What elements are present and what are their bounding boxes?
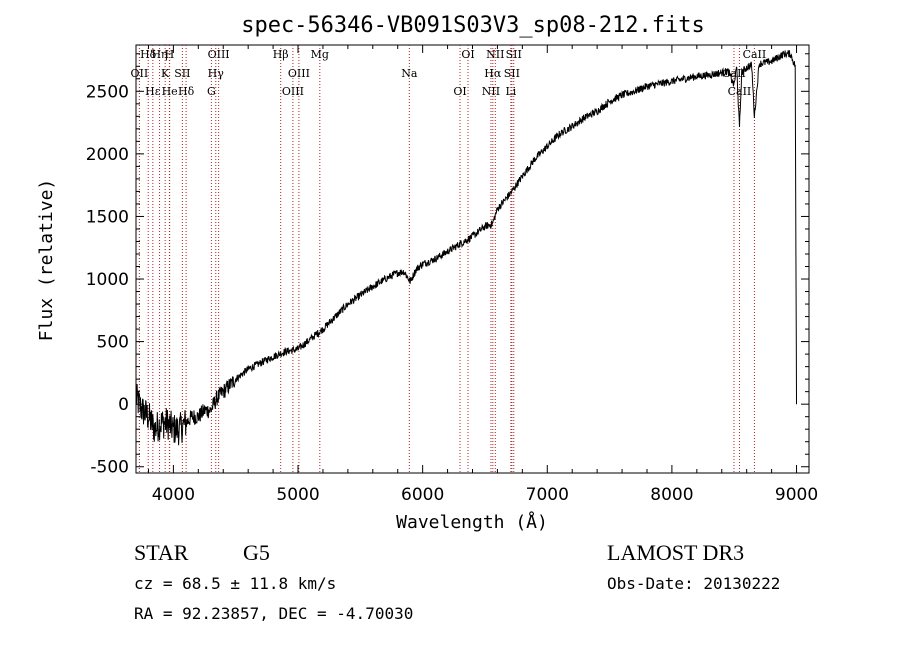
y-tick-label: 500 xyxy=(97,333,129,353)
y-tick-label: 2500 xyxy=(86,82,129,102)
line-label: G xyxy=(207,85,216,98)
line-label: CaII xyxy=(743,48,767,61)
obs-date: Obs-Date: 20130222 xyxy=(607,574,781,593)
y-axis-label: Flux (relative) xyxy=(36,179,57,342)
y-tick-label: 2000 xyxy=(86,145,129,165)
x-tick-label: 9000 xyxy=(775,485,818,505)
line-label: OIII xyxy=(208,48,230,61)
line-label: Hγ xyxy=(208,67,225,80)
line-label: K xyxy=(161,67,170,80)
y-tick-label: -500 xyxy=(90,458,129,478)
line-label: Hδ xyxy=(178,85,195,98)
x-tick-label: 4000 xyxy=(152,485,195,505)
x-tick-label: 5000 xyxy=(276,485,319,505)
line-label: CaII xyxy=(728,85,752,98)
line-label: OI xyxy=(461,48,474,61)
line-label: SII xyxy=(174,67,190,80)
line-label: OIII xyxy=(288,67,310,80)
redshift-info: cz = 68.5 ± 11.8 km/s xyxy=(134,574,337,593)
flux-line xyxy=(135,49,797,446)
line-label: Na xyxy=(401,67,418,80)
object-class: STAR xyxy=(134,540,189,565)
line-label: OI xyxy=(453,85,466,98)
x-axis-ticks: 4000 5000 6000 7000 8000 9000 xyxy=(147,45,818,505)
line-label: Hβ xyxy=(273,48,289,61)
line-label: He xyxy=(162,85,178,98)
line-label: H xyxy=(165,48,175,61)
line-labels: HδOIIHεHηKHeHSIIHδOIIIHγGHβOIIIOIIIMgNaO… xyxy=(131,48,767,98)
coordinates: RA = 92.23857, DEC = -4.70030 xyxy=(134,604,414,623)
line-label: Hε xyxy=(145,85,161,98)
object-subclass: G5 xyxy=(243,540,270,565)
x-tick-label: 8000 xyxy=(650,485,693,505)
x-tick-label: 6000 xyxy=(401,485,444,505)
line-label: NII xyxy=(482,85,500,98)
x-axis-label: Wavelength (Å) xyxy=(396,511,548,533)
chart-title: spec-56346-VB091S03V3_sp08-212.fits xyxy=(241,13,705,38)
line-label: SII xyxy=(506,48,522,61)
line-label: Hη xyxy=(151,48,167,61)
survey-name: LAMOST DR3 xyxy=(607,540,745,565)
line-label: NII xyxy=(486,48,504,61)
line-label: Hδ xyxy=(140,48,157,61)
line-label: Mg xyxy=(311,48,329,61)
line-label: Hα xyxy=(484,67,502,80)
y-tick-label: 1000 xyxy=(86,270,129,290)
plot-frame xyxy=(135,44,810,474)
y-axis-ticks: -500 0 500 1000 1500 2000 2500 xyxy=(86,53,809,478)
x-tick-label: 7000 xyxy=(526,485,569,505)
y-tick-label: 0 xyxy=(118,395,129,415)
line-label: Li xyxy=(505,85,516,98)
y-tick-label: 1500 xyxy=(86,207,129,227)
line-label: OII xyxy=(131,67,149,80)
line-label: SII xyxy=(504,67,520,80)
line-label: OIII xyxy=(282,85,304,98)
emission-lines xyxy=(138,45,755,473)
